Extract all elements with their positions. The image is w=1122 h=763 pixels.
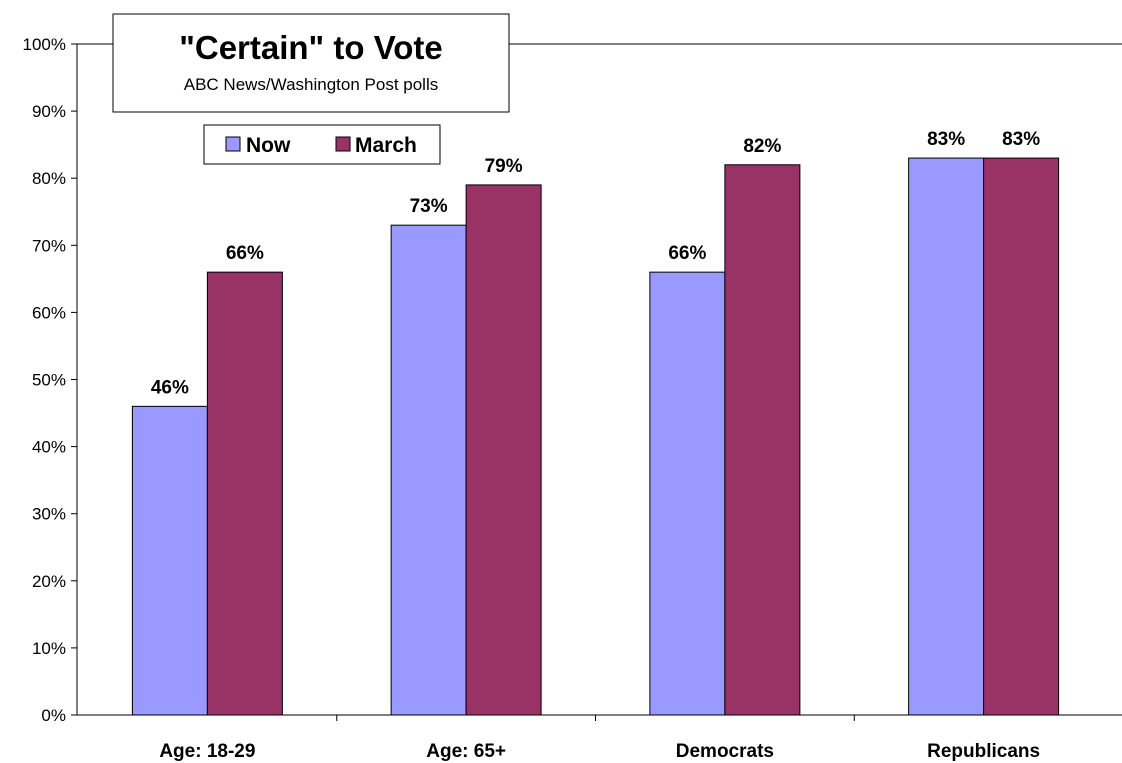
bar-now-4 — [908, 157, 985, 716]
data-label: 66% — [226, 243, 264, 264]
bar-march-1 — [206, 271, 283, 716]
legend-swatch-now — [225, 136, 241, 152]
legend: Now March — [203, 124, 441, 165]
title-box: "Certain" to Vote ABC News/Washington Po… — [112, 13, 510, 113]
data-label: 82% — [743, 136, 781, 157]
legend-label-now: Now — [246, 134, 291, 157]
x-category-label: Republicans — [927, 741, 1040, 762]
y-tick-label: 90% — [32, 102, 66, 121]
legend-swatch-march — [335, 136, 351, 152]
data-label: 83% — [1002, 129, 1040, 150]
x-category-label: Age: 18-29 — [159, 741, 255, 762]
y-tick-label: 40% — [32, 438, 66, 457]
bar-now-3 — [649, 271, 726, 716]
chart-title: "Certain" to Vote — [179, 29, 443, 66]
legend-frame — [203, 124, 441, 165]
x-category-label: Age: 65+ — [426, 741, 506, 762]
data-label: 66% — [668, 243, 706, 264]
data-label: 79% — [485, 156, 523, 177]
bar-march-2 — [465, 184, 542, 716]
title-frame — [112, 13, 510, 113]
axes: 0% 10% 20% 30% 40% 50% 60% 70% 80% 90% 100% Age: 18… — [23, 35, 1122, 762]
bars — [131, 157, 1060, 716]
y-tick-label: 20% — [32, 572, 66, 591]
bar-march-3 — [724, 164, 801, 716]
chart-subtitle: ABC News/Washington Post polls — [184, 75, 438, 94]
data-label: 83% — [927, 129, 965, 150]
y-tick-label: 30% — [32, 505, 66, 524]
data-label: 46% — [151, 377, 189, 398]
x-category-label: Democrats — [676, 741, 774, 762]
y-tick-label: 70% — [32, 236, 66, 255]
bar-now-2 — [390, 224, 467, 716]
y-tick-label: 10% — [32, 639, 66, 658]
legend-label-march: March — [355, 134, 417, 157]
data-labels: 46% 66% 73% 79% 66% 82% 83% 83% — [151, 129, 1040, 398]
data-label: 73% — [410, 196, 448, 217]
bar-march-4 — [983, 157, 1060, 716]
y-tick-label: 80% — [32, 169, 66, 188]
y-tick-label: 60% — [32, 303, 66, 322]
bar-now-1 — [131, 405, 208, 716]
y-tick-label: 50% — [32, 371, 66, 390]
y-tick-label: 0% — [41, 706, 66, 725]
y-tick-label: 100% — [23, 35, 66, 54]
